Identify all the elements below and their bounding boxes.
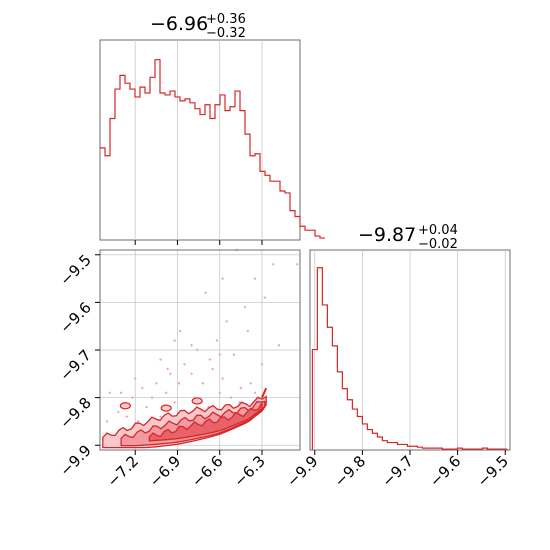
scatter-point [119, 391, 123, 395]
scatter-point [173, 339, 176, 342]
scatter-point [136, 420, 140, 423]
scatter-point [215, 339, 219, 342]
scatter-point [272, 263, 275, 266]
scatter-point [263, 296, 266, 299]
x-tick-label: −6.6 [188, 452, 226, 490]
histogram-ticks-param1 [134, 240, 263, 245]
scatter-point [204, 291, 207, 295]
scatter-point [108, 391, 112, 395]
scatter-point [221, 277, 224, 280]
scatter-point [190, 372, 193, 376]
contour-island [119, 402, 131, 410]
scatter-point [141, 386, 144, 390]
scatter-point [166, 367, 169, 371]
contour-y-ticks: −9.9 −9.8 −9.7 −9.6 −9.5 [56, 251, 100, 480]
scatter-point [195, 348, 199, 352]
scatter-point [253, 391, 257, 395]
scatter-point [239, 386, 243, 390]
histogram-grid-param1 [134, 40, 263, 240]
scatter-point [246, 329, 250, 333]
scatter-point [225, 320, 228, 323]
y-tick-label: −9.6 [56, 298, 94, 336]
histogram-step-line-param2 [311, 267, 508, 450]
title-sup-param2: +0.04 [418, 223, 458, 238]
scatter-points [105, 248, 299, 433]
x-tick-label: −9.6 [426, 452, 464, 490]
histogram-title-param1: −6.96 [150, 13, 208, 35]
scatter-point [260, 363, 264, 366]
scatter-point [159, 358, 162, 361]
x-tick-label: −7.2 [104, 452, 142, 490]
contour-inner [148, 400, 263, 442]
scatter-point [169, 372, 172, 376]
scatter-point [155, 382, 158, 385]
x-tick-label: −9.8 [331, 452, 369, 490]
scatter-point [218, 353, 221, 356]
contour-island [160, 404, 172, 412]
scatter-point [105, 420, 109, 423]
scatter-point [218, 391, 221, 395]
y-tick-label: −9.8 [56, 394, 94, 432]
scatter-point [145, 405, 148, 409]
scatter-point [131, 396, 134, 399]
scatter-point [190, 344, 193, 347]
scatter-point [249, 382, 252, 385]
y-tick-label: −9.7 [56, 346, 94, 384]
scatter-point [211, 367, 214, 371]
contour-panel: −7.2 −6.9 −6.6 −6.3 −9.9 −9.8 −9.7 −9.6 −9.5 [56, 248, 301, 491]
histogram-step-line-param1 [100, 59, 325, 239]
contour-levels [102, 387, 268, 449]
scatter-point [177, 382, 181, 385]
x-tick-label: −6.3 [230, 452, 268, 490]
scatter-point [134, 377, 137, 380]
scatter-point [238, 401, 241, 404]
scatter-point [125, 415, 128, 418]
y-tick-label: −9.5 [56, 251, 94, 289]
histogram-title-param2: −9.87 [358, 224, 416, 246]
scatter-point [117, 410, 120, 414]
title-sup-param1: +0.36 [206, 12, 246, 27]
scatter-point [164, 391, 168, 395]
x-tick-label: −6.9 [146, 452, 184, 490]
title-value-param1: −6.96 [150, 13, 208, 35]
scatter-point [201, 382, 205, 385]
y-tick-label: −9.9 [56, 441, 94, 479]
x-tick-label: −9.5 [474, 452, 512, 490]
title-sub-param2: −0.02 [418, 237, 458, 252]
scatter-point [179, 329, 182, 333]
histogram-panel-param1: −6.96 +0.36 −0.32 [99, 12, 325, 245]
contour-x-ticks: −7.2 −6.9 −6.6 −6.3 [104, 450, 269, 491]
title-sub-param1: −0.32 [206, 26, 246, 41]
histogram-panel-param2: −9.9 −9.8 −9.7 −9.6 −9.5 −9.87 +0.04 −0.02 [283, 223, 512, 491]
scatter-point [208, 358, 212, 361]
histogram-axes-param1 [99, 39, 301, 241]
scatter-point [295, 263, 299, 266]
title-value-param2: −9.87 [358, 224, 416, 246]
scatter-point [277, 344, 281, 347]
scatter-point [183, 363, 186, 366]
contour-tip [261, 387, 268, 399]
scatter-point [159, 415, 162, 418]
scatter-point [243, 305, 247, 309]
contour-island [191, 397, 203, 405]
x-tick-label: −9.9 [283, 452, 321, 490]
histogram-x-ticks-param2: −9.9 −9.8 −9.7 −9.6 −9.5 [283, 450, 512, 491]
scatter-point [173, 401, 176, 404]
scatter-point [232, 353, 236, 356]
scatter-point [229, 396, 233, 399]
scatter-point [253, 277, 257, 280]
x-tick-label: −9.7 [378, 452, 416, 490]
scatter-point [150, 396, 154, 399]
histogram-grid-param2 [314, 250, 506, 450]
scatter-point [221, 377, 224, 380]
